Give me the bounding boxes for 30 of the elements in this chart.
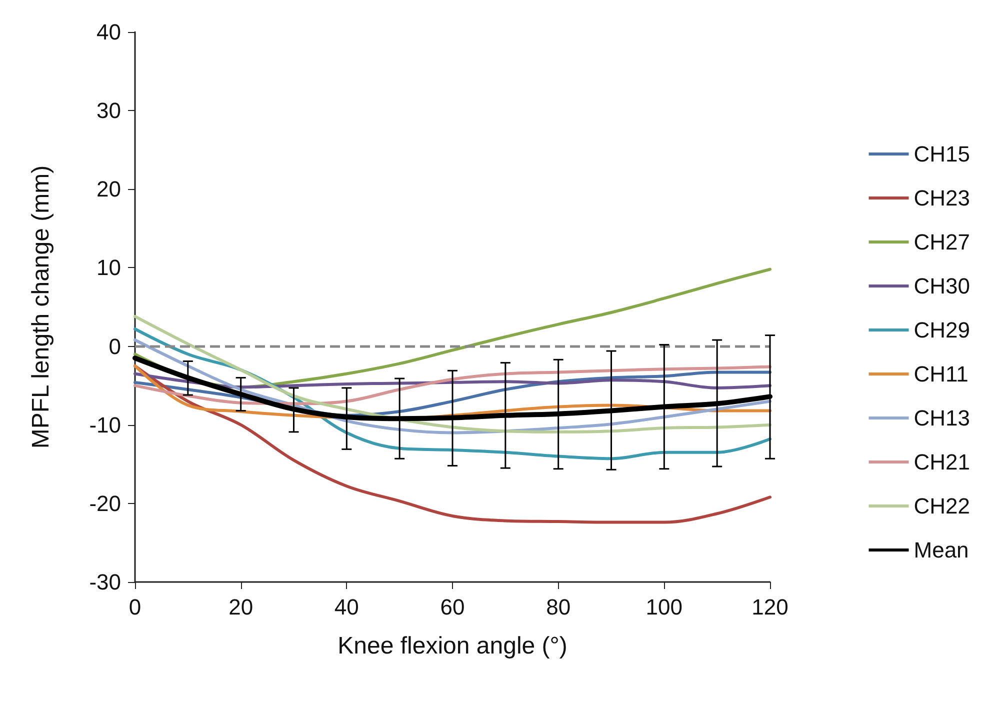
y-tick-label: 20 (96, 176, 121, 202)
legend-label: CH15 (914, 142, 970, 166)
legend-label: CH23 (914, 186, 970, 210)
legend-label: Mean (914, 538, 969, 562)
x-tick-label: 80 (546, 594, 571, 620)
legend-label: CH13 (914, 406, 970, 430)
x-tick-label: 60 (440, 594, 465, 620)
x-tick-label: 100 (646, 594, 683, 620)
y-tick-label: -10 (89, 412, 121, 438)
x-tick-label: 120 (752, 594, 788, 620)
y-tick-label: 10 (96, 255, 121, 280)
line-series (134, 314, 772, 434)
legend-label: CH11 (914, 362, 968, 386)
line-series (134, 364, 772, 524)
y-tick-label: 30 (96, 98, 121, 124)
legend-label: CH27 (914, 230, 970, 254)
legend-label: CH22 (914, 494, 970, 518)
line-series (134, 365, 772, 406)
x-tick-label: 20 (228, 594, 254, 620)
legend-label: CH29 (914, 318, 970, 342)
y-tick-label: 40 (96, 20, 121, 44)
y-tick-label: -30 (89, 570, 121, 594)
y-tick-label: 0 (108, 334, 121, 359)
legend-label: CH30 (914, 274, 970, 298)
y-axis-title: MPFL length change (mm) (28, 165, 54, 449)
x-axis-title: Knee flexion angle (°) (338, 632, 568, 660)
legend-label: CH21 (914, 450, 970, 474)
y-tick-label: -20 (89, 490, 121, 516)
x-tick-label: 40 (334, 594, 359, 620)
x-tick-label: 0 (128, 594, 142, 620)
